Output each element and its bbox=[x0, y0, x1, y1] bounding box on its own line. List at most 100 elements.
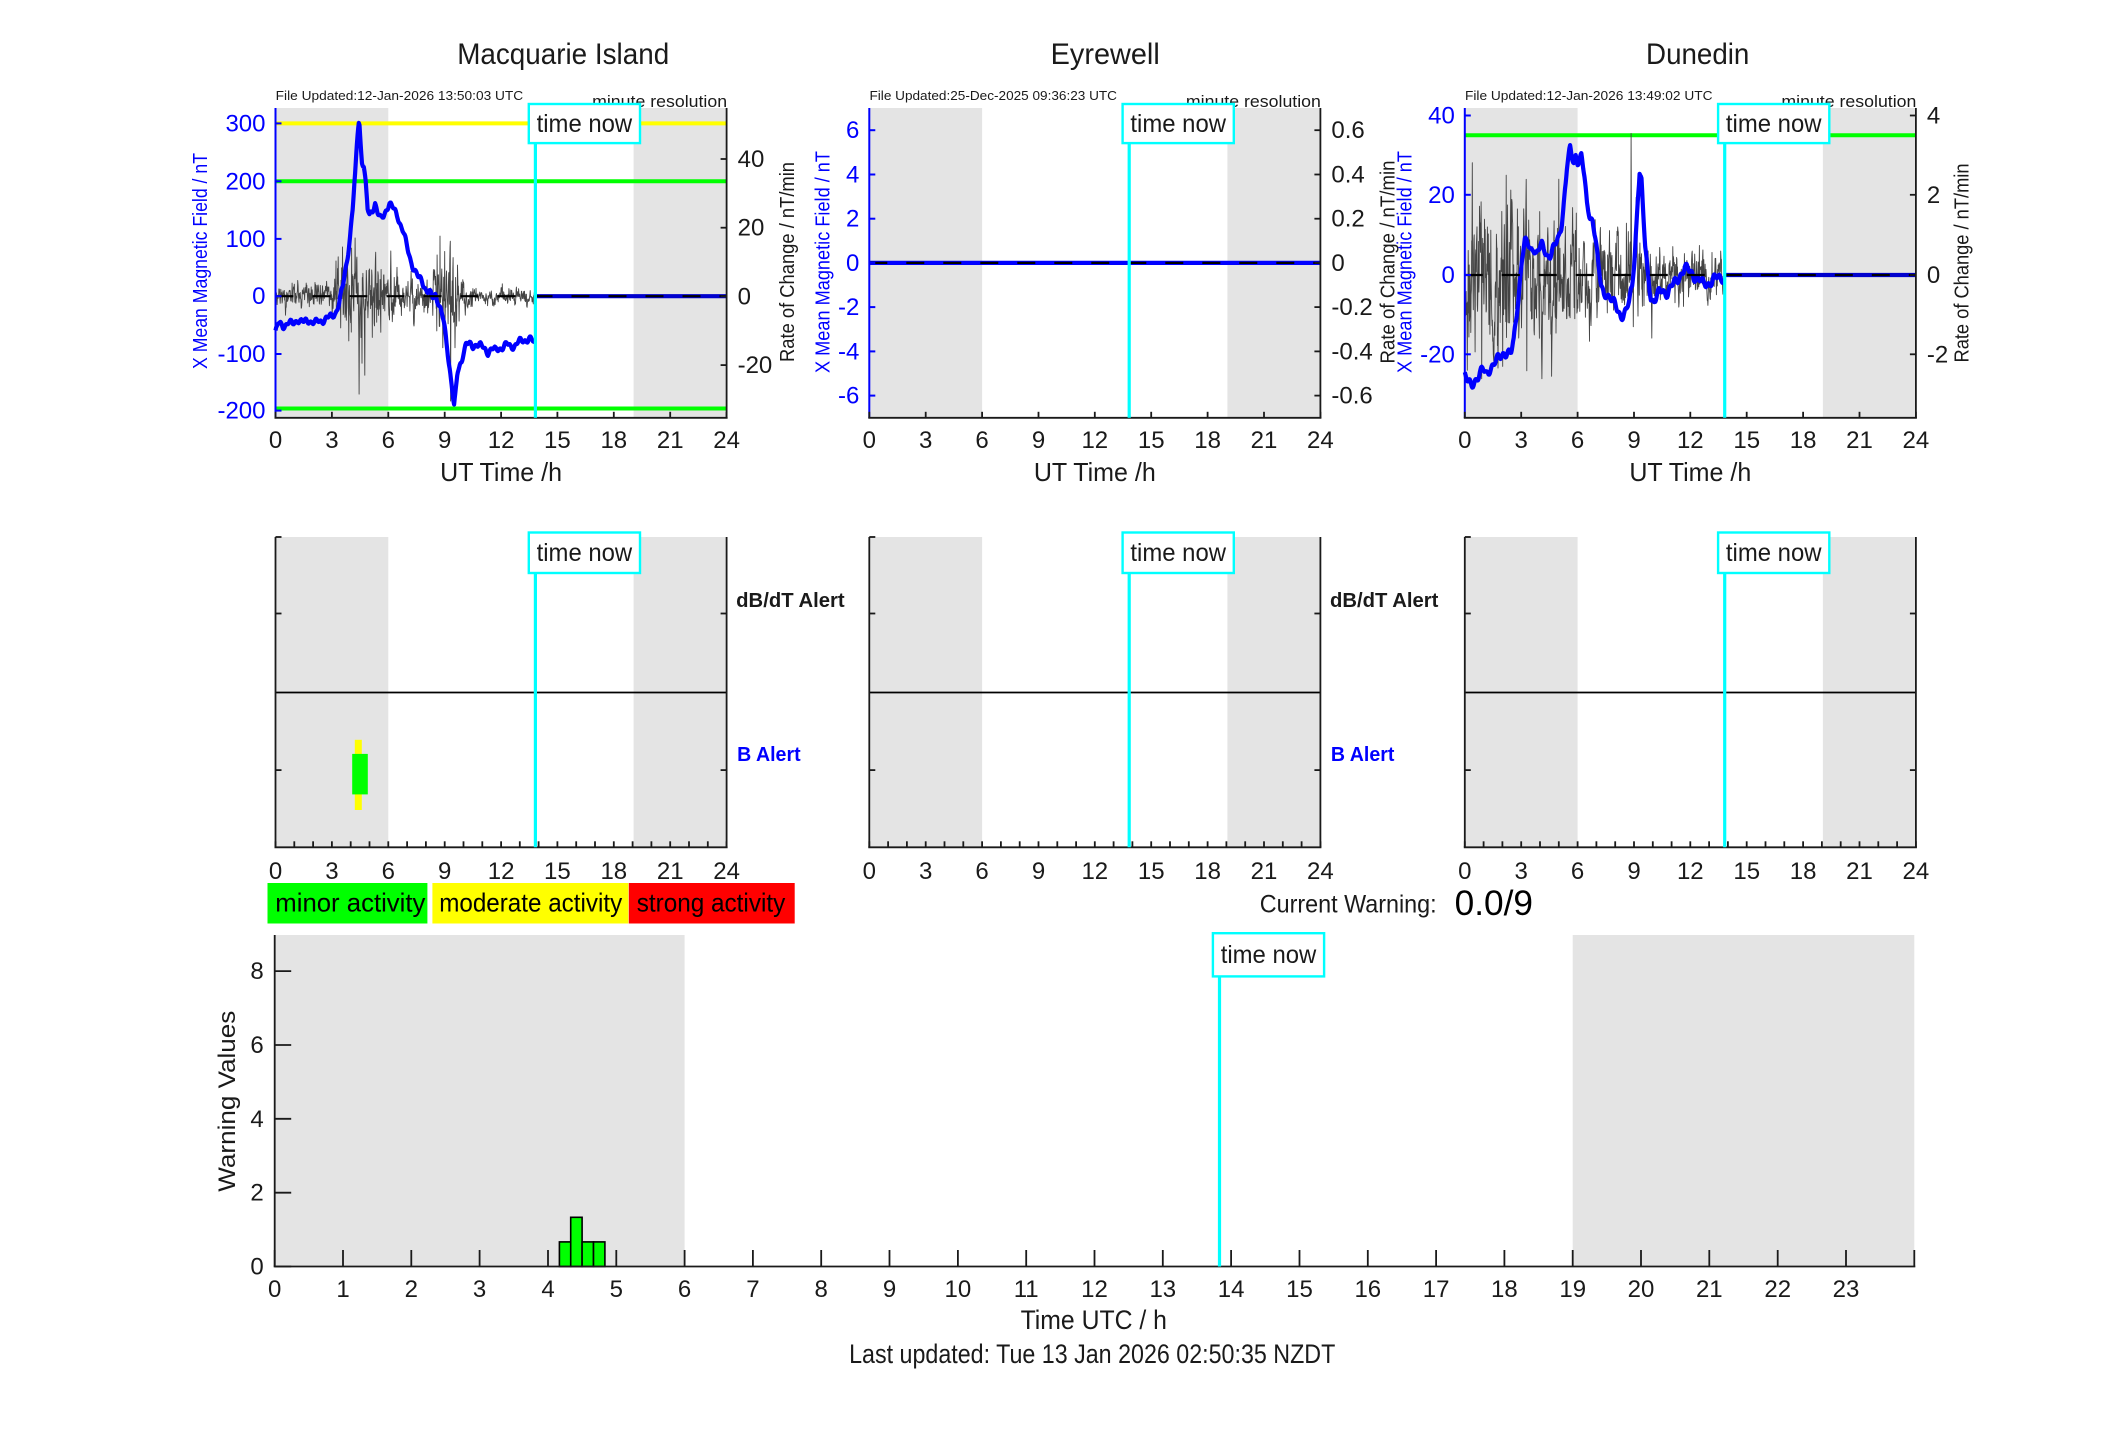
svg-text:12: 12 bbox=[488, 427, 515, 454]
svg-text:moderate activity: moderate activity bbox=[439, 888, 622, 918]
svg-text:time now: time now bbox=[1726, 110, 1822, 138]
svg-text:-0.2: -0.2 bbox=[1331, 294, 1372, 321]
svg-text:-0.4: -0.4 bbox=[1331, 338, 1372, 365]
svg-text:10: 10 bbox=[945, 1276, 972, 1303]
svg-text:16: 16 bbox=[1354, 1276, 1381, 1303]
svg-text:21: 21 bbox=[1251, 427, 1278, 454]
svg-text:24: 24 bbox=[713, 427, 740, 454]
svg-text:20: 20 bbox=[1628, 1276, 1655, 1303]
svg-text:21: 21 bbox=[1846, 858, 1873, 885]
svg-text:0: 0 bbox=[1331, 250, 1344, 277]
svg-text:24: 24 bbox=[713, 858, 740, 885]
svg-text:X Mean Magnetic Field / nT: X Mean Magnetic Field / nT bbox=[190, 153, 212, 369]
svg-text:6: 6 bbox=[382, 427, 395, 454]
svg-text:0.0/9: 0.0/9 bbox=[1455, 884, 1533, 923]
svg-text:UT Time /h: UT Time /h bbox=[1034, 457, 1156, 487]
svg-text:15: 15 bbox=[544, 858, 571, 885]
svg-text:3: 3 bbox=[325, 858, 338, 885]
svg-text:15: 15 bbox=[544, 427, 571, 454]
svg-text:0: 0 bbox=[1458, 858, 1471, 885]
svg-text:300: 300 bbox=[225, 110, 265, 137]
svg-text:X Mean Magnetic Field / nT: X Mean Magnetic Field / nT bbox=[1395, 151, 1417, 373]
svg-text:9: 9 bbox=[883, 1276, 896, 1303]
svg-text:-20: -20 bbox=[738, 352, 773, 379]
svg-text:-200: -200 bbox=[217, 398, 265, 425]
svg-text:Macquarie Island: Macquarie Island bbox=[457, 38, 669, 71]
svg-text:Dunedin: Dunedin bbox=[1646, 38, 1749, 71]
svg-text:4: 4 bbox=[846, 162, 859, 189]
svg-text:Rate of Change / nT/min: Rate of Change / nT/min bbox=[777, 162, 799, 362]
svg-text:6: 6 bbox=[975, 427, 988, 454]
svg-text:File Updated:25-Dec-2025 09:36: File Updated:25-Dec-2025 09:36:23 UTC bbox=[870, 88, 1118, 103]
svg-text:2: 2 bbox=[1927, 182, 1940, 209]
svg-text:File Updated:12-Jan-2026 13:49: File Updated:12-Jan-2026 13:49:02 UTC bbox=[1465, 88, 1713, 103]
svg-text:-20: -20 bbox=[1420, 341, 1455, 368]
svg-text:3: 3 bbox=[473, 1276, 486, 1303]
svg-text:-2: -2 bbox=[1927, 341, 1948, 368]
svg-text:21: 21 bbox=[657, 427, 684, 454]
svg-text:4: 4 bbox=[1927, 103, 1940, 130]
svg-text:0.6: 0.6 bbox=[1331, 117, 1364, 144]
svg-text:0: 0 bbox=[268, 1276, 281, 1303]
svg-text:23: 23 bbox=[1833, 1276, 1860, 1303]
svg-text:Last updated: Tue 13 Jan 2026: Last updated: Tue 13 Jan 2026 02:50:35 N… bbox=[849, 1339, 1335, 1369]
svg-text:0: 0 bbox=[252, 283, 265, 310]
svg-text:18: 18 bbox=[1491, 1276, 1518, 1303]
svg-text:2: 2 bbox=[405, 1276, 418, 1303]
svg-text:9: 9 bbox=[1627, 427, 1640, 454]
svg-text:6: 6 bbox=[382, 858, 395, 885]
svg-text:0: 0 bbox=[269, 858, 282, 885]
svg-text:strong activity: strong activity bbox=[637, 888, 786, 918]
svg-text:6: 6 bbox=[846, 117, 859, 144]
svg-text:17: 17 bbox=[1423, 1276, 1450, 1303]
svg-text:time now: time now bbox=[537, 110, 633, 138]
svg-text:time now: time now bbox=[1221, 941, 1317, 969]
svg-text:9: 9 bbox=[1627, 858, 1640, 885]
svg-text:15: 15 bbox=[1138, 427, 1165, 454]
svg-text:24: 24 bbox=[1307, 858, 1334, 885]
svg-text:12: 12 bbox=[1677, 427, 1704, 454]
svg-text:9: 9 bbox=[438, 427, 451, 454]
svg-text:Eyrewell: Eyrewell bbox=[1051, 38, 1160, 71]
svg-text:24: 24 bbox=[1903, 427, 1930, 454]
svg-text:0: 0 bbox=[250, 1254, 263, 1281]
svg-text:18: 18 bbox=[1790, 858, 1817, 885]
svg-text:0.4: 0.4 bbox=[1331, 162, 1364, 189]
svg-text:12: 12 bbox=[1081, 1276, 1108, 1303]
svg-text:200: 200 bbox=[225, 168, 265, 195]
svg-text:4: 4 bbox=[541, 1276, 554, 1303]
svg-text:9: 9 bbox=[1032, 427, 1045, 454]
svg-text:3: 3 bbox=[325, 427, 338, 454]
svg-text:11: 11 bbox=[1014, 1276, 1039, 1303]
svg-text:6: 6 bbox=[678, 1276, 691, 1303]
svg-text:9: 9 bbox=[438, 858, 451, 885]
svg-text:2: 2 bbox=[250, 1180, 263, 1207]
svg-text:3: 3 bbox=[919, 427, 932, 454]
svg-text:dB/dT Alert: dB/dT Alert bbox=[1330, 590, 1439, 612]
svg-text:Rate of Change / nT/min: Rate of Change / nT/min bbox=[1952, 164, 1974, 363]
svg-text:12: 12 bbox=[1677, 858, 1704, 885]
svg-text:B Alert: B Alert bbox=[1331, 744, 1395, 766]
svg-text:20: 20 bbox=[738, 215, 765, 242]
svg-text:18: 18 bbox=[600, 858, 627, 885]
svg-text:Current Warning:: Current Warning: bbox=[1260, 890, 1437, 918]
svg-text:0: 0 bbox=[863, 427, 876, 454]
svg-text:21: 21 bbox=[1696, 1276, 1723, 1303]
svg-text:6: 6 bbox=[1571, 427, 1584, 454]
svg-text:B Alert: B Alert bbox=[737, 744, 801, 766]
svg-text:Warning Values: Warning Values bbox=[214, 1011, 241, 1192]
svg-text:-4: -4 bbox=[838, 338, 859, 365]
svg-text:time now: time now bbox=[1130, 539, 1226, 567]
svg-text:18: 18 bbox=[1194, 858, 1221, 885]
svg-text:100: 100 bbox=[225, 226, 265, 253]
svg-text:-0.6: -0.6 bbox=[1331, 383, 1372, 410]
svg-text:6: 6 bbox=[975, 858, 988, 885]
svg-text:14: 14 bbox=[1218, 1276, 1245, 1303]
svg-text:0.2: 0.2 bbox=[1331, 206, 1364, 233]
svg-text:4: 4 bbox=[250, 1106, 263, 1133]
svg-text:time now: time now bbox=[1726, 539, 1822, 567]
svg-text:8: 8 bbox=[250, 958, 263, 985]
svg-text:minor activity: minor activity bbox=[275, 888, 425, 918]
svg-text:3: 3 bbox=[1515, 427, 1528, 454]
svg-text:3: 3 bbox=[919, 858, 932, 885]
